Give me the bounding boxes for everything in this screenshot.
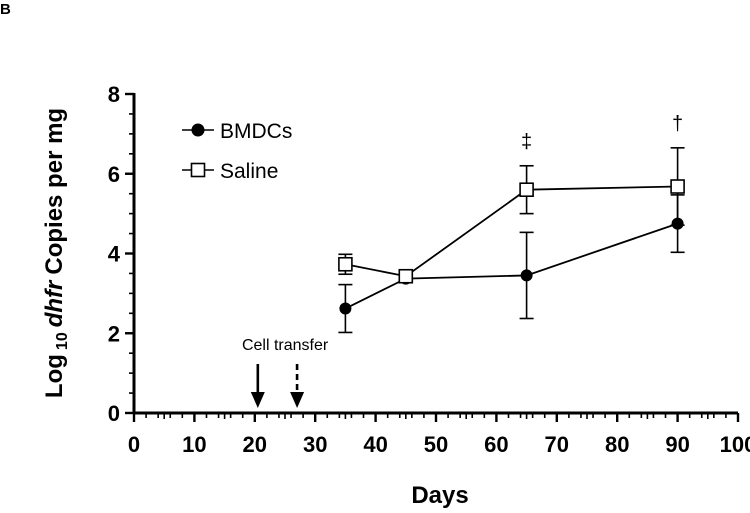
series-line-bmdcs — [345, 222, 678, 310]
x-tick-label: 60 — [484, 432, 508, 457]
y-axis-title-suffix: Copies per mg — [41, 108, 68, 275]
y-axis-title-prefix: Log — [41, 354, 68, 398]
legend-marker-bmdcs — [191, 123, 205, 137]
x-tick-label: 100 — [720, 432, 750, 457]
x-tick-label: 40 — [363, 432, 387, 457]
legend-item-saline: Saline — [182, 160, 278, 183]
series-bmdcs — [338, 194, 685, 334]
data-point-bmdcs — [520, 269, 533, 282]
legend: BMDCs Saline — [182, 120, 292, 183]
legend-label-saline: Saline — [220, 160, 278, 183]
x-axis-title: Days — [411, 482, 468, 509]
data-point-saline — [398, 268, 414, 284]
x-ticks: 0 10 20 30 40 50 60 70 80 90 100 — [128, 413, 750, 457]
y-ticks: 0 2 4 6 8 — [108, 82, 134, 426]
arrow-head — [250, 392, 265, 408]
y-axis-title: Log 10 dhfr Copies per mg — [41, 108, 71, 398]
panel-label: B — [0, 1, 11, 18]
x-tick-label: 10 — [182, 432, 206, 457]
y-tick-label: 8 — [108, 82, 120, 107]
annotations: Cell transfer ‡ † — [242, 113, 683, 408]
series-layer — [338, 147, 685, 334]
y-tick-label: 6 — [108, 162, 120, 187]
x-tick-label: 20 — [243, 432, 267, 457]
legend-label-bmdcs: BMDCs — [220, 120, 292, 143]
series-line-saline — [345, 185, 678, 278]
data-point-saline — [670, 179, 685, 194]
significance-marker: † — [672, 113, 683, 135]
data-point-bmdcs — [339, 302, 352, 315]
x-tick-label: 90 — [665, 432, 689, 457]
y-tick-label: 4 — [108, 242, 121, 267]
y-tick-label: 0 — [108, 401, 120, 426]
legend-item-bmdcs: BMDCs — [182, 120, 292, 143]
cell-transfer-label: Cell transfer — [242, 337, 329, 354]
x-tick-label: 50 — [424, 432, 448, 457]
x-tick-label: 30 — [303, 432, 327, 457]
y-axis-title-italic: dhfr — [41, 279, 68, 327]
y-axis-title-subscript: 10 — [54, 332, 71, 350]
data-point-saline — [519, 182, 534, 197]
legend-marker-saline — [190, 162, 206, 178]
x-tick-label: 0 — [128, 432, 140, 457]
arrow-head — [290, 392, 305, 408]
y-tick-label: 2 — [108, 321, 120, 346]
series-saline — [338, 147, 685, 284]
x-tick-label: 80 — [605, 432, 629, 457]
x-tick-label: 70 — [545, 432, 569, 457]
significance-marker: ‡ — [521, 131, 532, 153]
data-point-saline — [338, 256, 353, 272]
